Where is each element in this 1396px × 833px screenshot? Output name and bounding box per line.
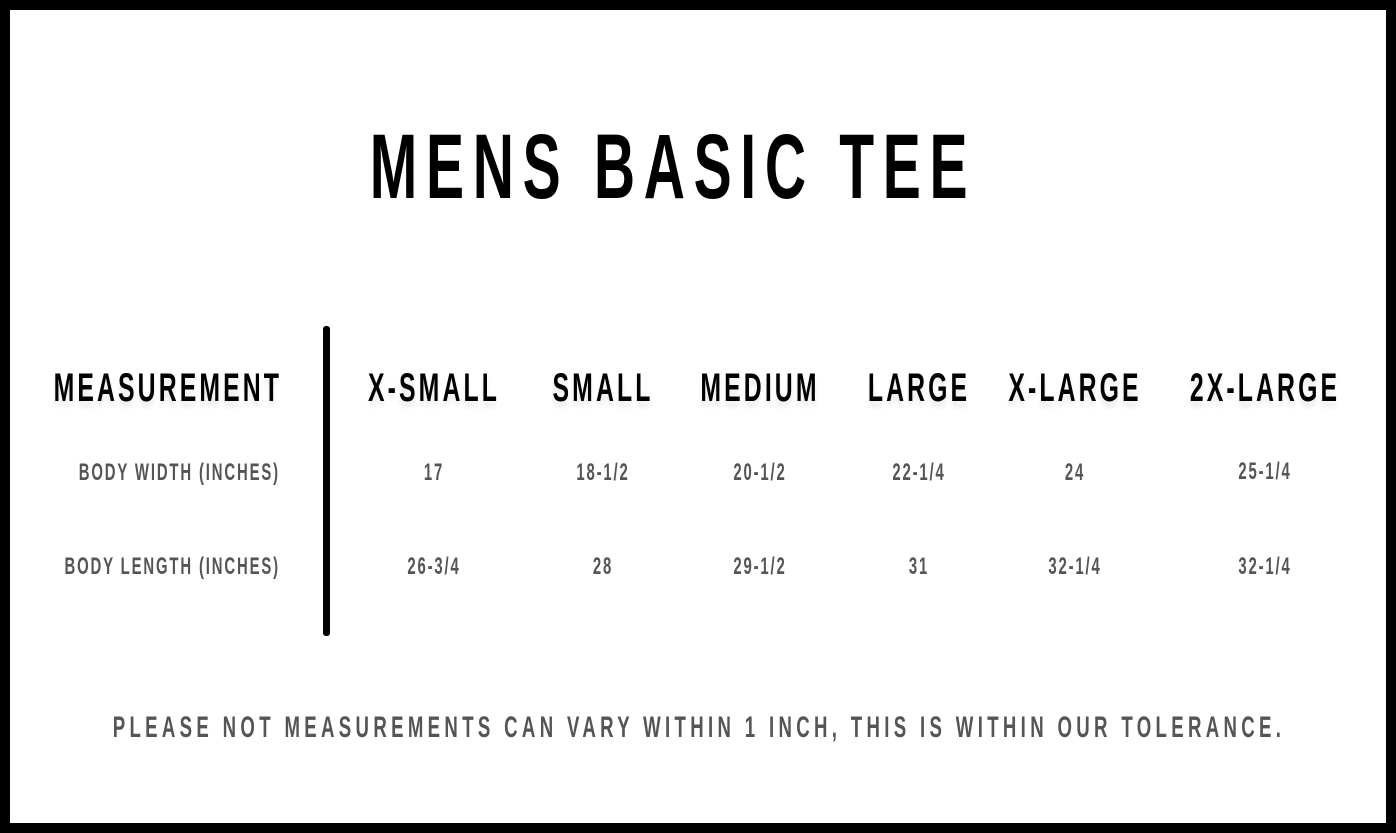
tolerance-footnote: PLEASE NOT MEASUREMENTS CAN VARY WITHIN …	[112, 711, 1286, 744]
header-x-small: X-SMALL	[368, 366, 500, 410]
size-chart	[10, 10, 1386, 823]
table-cell: 32-1/4	[1238, 553, 1292, 580]
table-cell: 22-1/4	[892, 459, 946, 486]
header-medium: MEDIUM	[700, 366, 820, 410]
table-cell: 18-1/2	[576, 459, 630, 486]
table-cell: 29-1/2	[733, 553, 787, 580]
table-cell: 25-1/4	[1238, 458, 1292, 485]
table-cell: 32-1/4	[1048, 553, 1102, 580]
header-x-large: X-LARGE	[1008, 366, 1142, 410]
table-cell: 17	[423, 459, 445, 486]
table-cell: 20-1/2	[733, 459, 787, 486]
table-cell: 31	[908, 553, 930, 580]
header-large: LARGE	[867, 366, 971, 410]
table-cell: 24	[1064, 459, 1086, 486]
page-title: MENS BASIC TEE	[369, 116, 977, 218]
header-2x-large: 2X-LARGE	[1189, 366, 1341, 410]
table-cell: 26-3/4	[407, 553, 461, 580]
header-measurement: MEASUREMENT	[53, 366, 282, 410]
row-label-body-length: BODY LENGTH (INCHES)	[64, 553, 280, 580]
row-label-body-width: BODY WIDTH (INCHES)	[78, 459, 280, 486]
column-divider	[323, 326, 330, 636]
table-cell: 28	[592, 553, 614, 580]
header-small: SMALL	[552, 366, 654, 410]
